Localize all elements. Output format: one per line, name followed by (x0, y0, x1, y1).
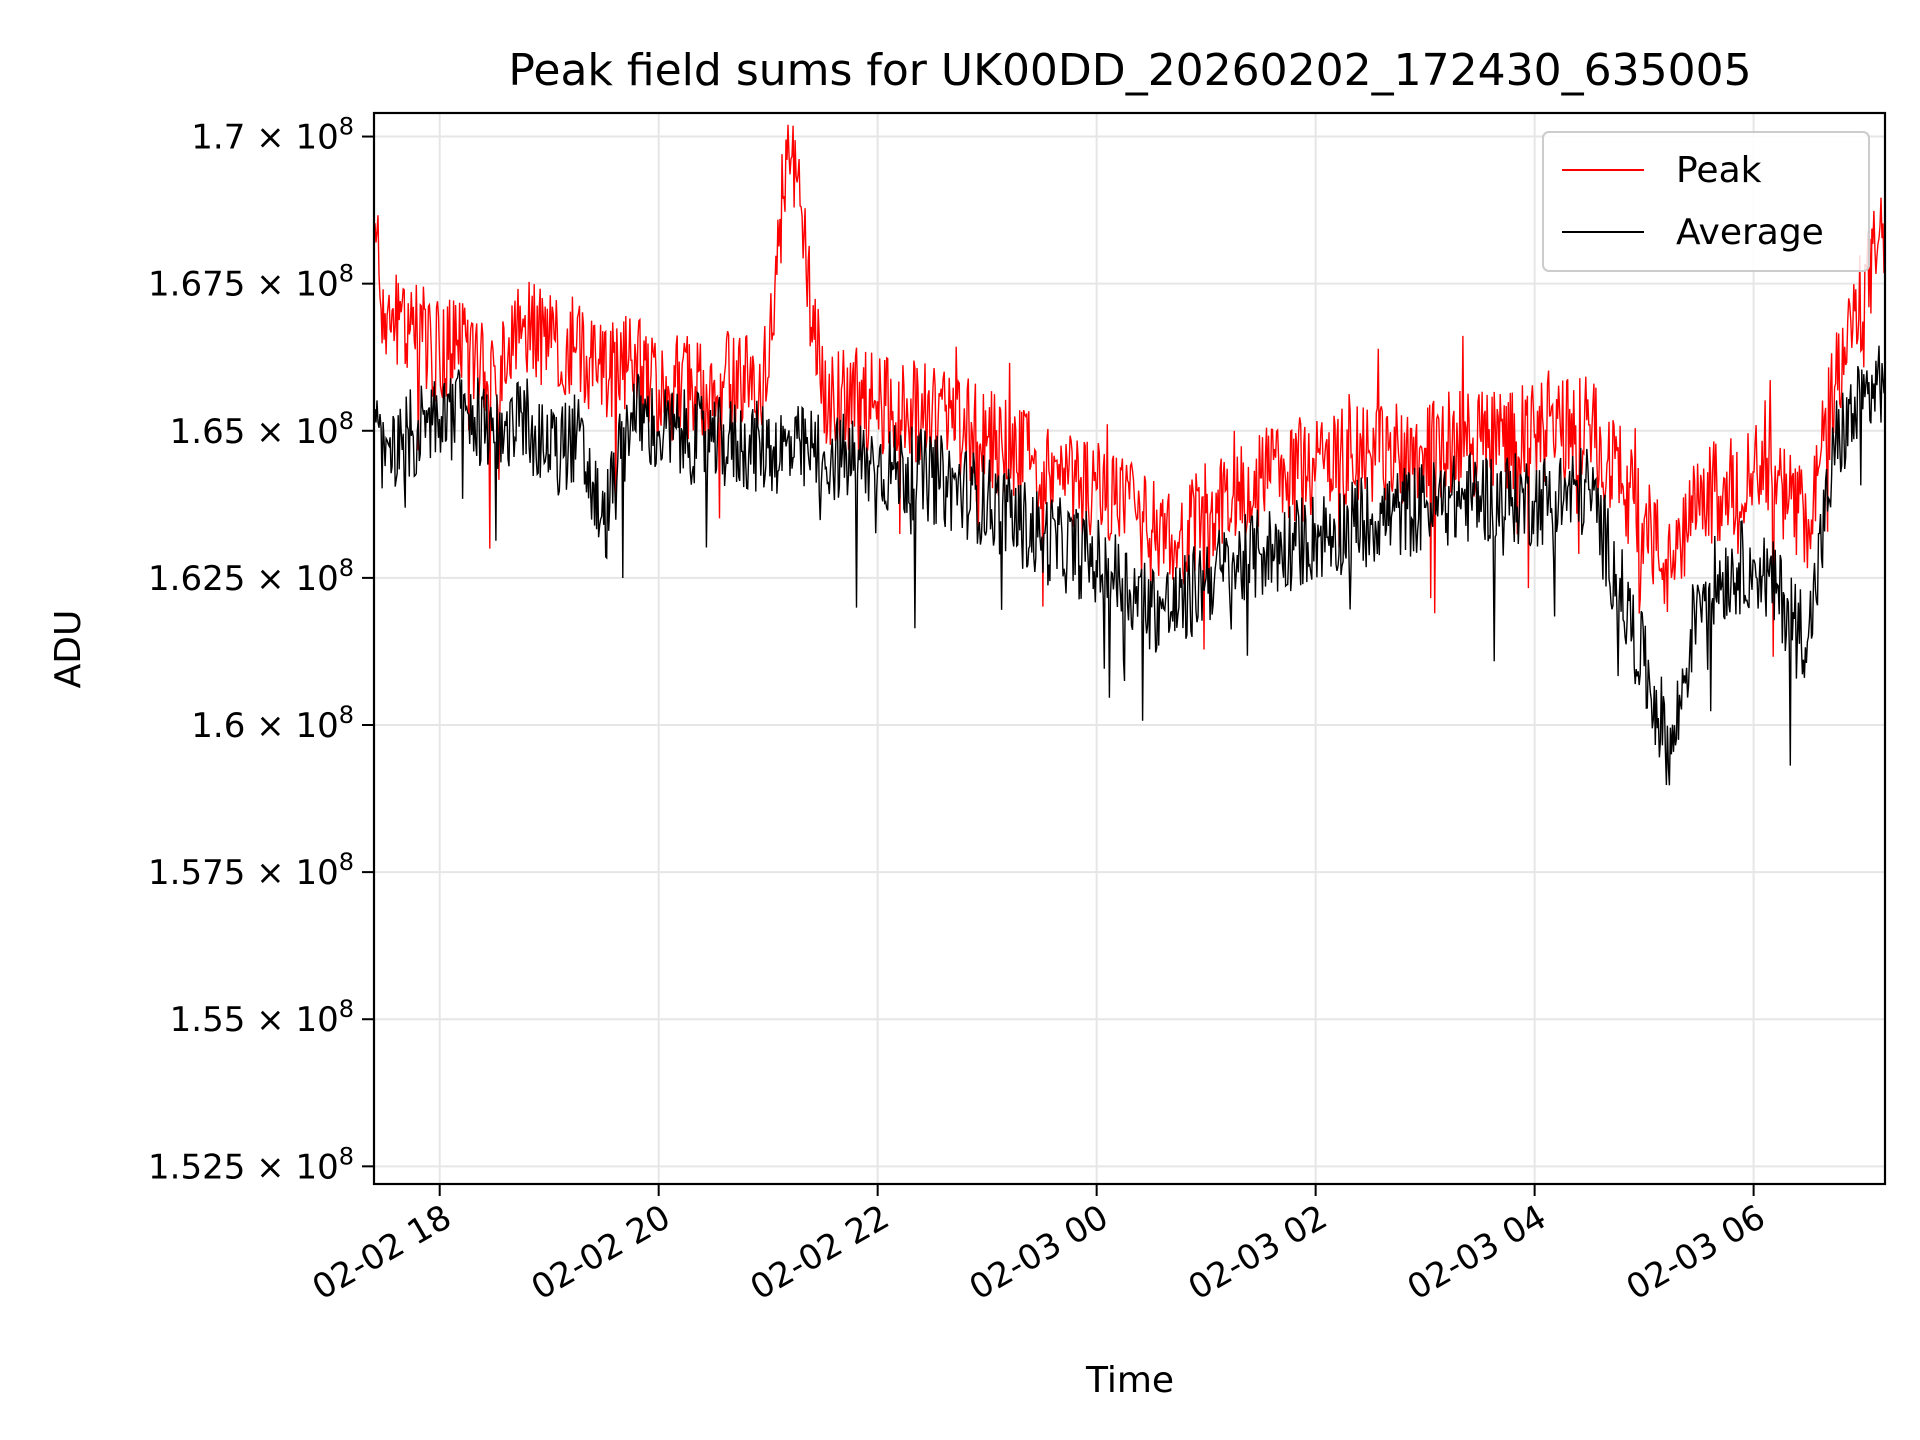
y-tick-base: 10 (295, 118, 338, 158)
y-tick-mantissa: 1.675 (148, 265, 245, 305)
y-tick-label: 1.7 × 108 (191, 113, 354, 158)
y-tick-label: 1.6 × 108 (191, 701, 354, 746)
grid (374, 113, 1885, 1184)
y-tick-times: × (245, 118, 295, 158)
y-tick-times: × (245, 706, 295, 746)
y-tick-label: 1.65 × 108 (170, 407, 354, 452)
y-tick-label: 1.675 × 108 (148, 260, 354, 305)
y-tick-mantissa: 1.7 (191, 118, 245, 158)
y-tick-label: 1.525 × 108 (148, 1142, 354, 1187)
y-tick-mantissa: 1.575 (148, 853, 245, 893)
y-tick-label: 1.55 × 108 (170, 995, 354, 1040)
y-tick-exponent: 8 (339, 995, 354, 1023)
y-tick-exponent: 8 (339, 113, 354, 141)
y-tick-base: 10 (295, 559, 338, 599)
y-tick-mantissa: 1.55 (170, 1000, 246, 1040)
y-tick-exponent: 8 (339, 554, 354, 582)
y-tick-times: × (245, 1147, 295, 1187)
series-line-average (374, 345, 1885, 786)
y-tick-base: 10 (295, 265, 338, 305)
y-tick-times: × (245, 265, 295, 305)
y-tick-mantissa: 1.525 (148, 1147, 245, 1187)
y-tick-base: 10 (295, 706, 338, 746)
legend-box (1542, 131, 1870, 272)
y-tick-times: × (245, 559, 295, 599)
y-tick-label: 1.575 × 108 (148, 848, 354, 893)
y-tick-times: × (245, 412, 295, 452)
y-tick-base: 10 (295, 853, 338, 893)
y-tick-exponent: 8 (339, 701, 354, 729)
y-tick-label: 1.625 × 108 (148, 554, 354, 599)
y-tick-mantissa: 1.625 (148, 559, 245, 599)
legend-label-average: Average (1676, 212, 1824, 253)
y-tick-mantissa: 1.65 (170, 412, 246, 452)
plot-frame (372, 111, 1887, 1186)
legend-label-peak: Peak (1676, 150, 1762, 191)
series-layer (374, 124, 1885, 786)
y-tick-base: 10 (295, 412, 338, 452)
series-line-peak (374, 124, 1885, 657)
y-tick-times: × (245, 853, 295, 893)
y-tick-base: 10 (295, 1147, 338, 1187)
y-tick-exponent: 8 (339, 1142, 354, 1170)
y-tick-times: × (245, 1000, 295, 1040)
x-axis-label: Time (1085, 1360, 1174, 1401)
legend: Peak Average (1542, 131, 1870, 272)
chart-title: Peak field sums for UK00DD_20260202_1724… (508, 45, 1751, 96)
y-tick-base: 10 (295, 1000, 338, 1040)
y-tick-mantissa: 1.6 (191, 706, 245, 746)
y-tick-exponent: 8 (339, 260, 354, 288)
y-tick-exponent: 8 (339, 848, 354, 876)
y-axis-label: ADU (48, 610, 89, 689)
y-tick-exponent: 8 (339, 407, 354, 435)
